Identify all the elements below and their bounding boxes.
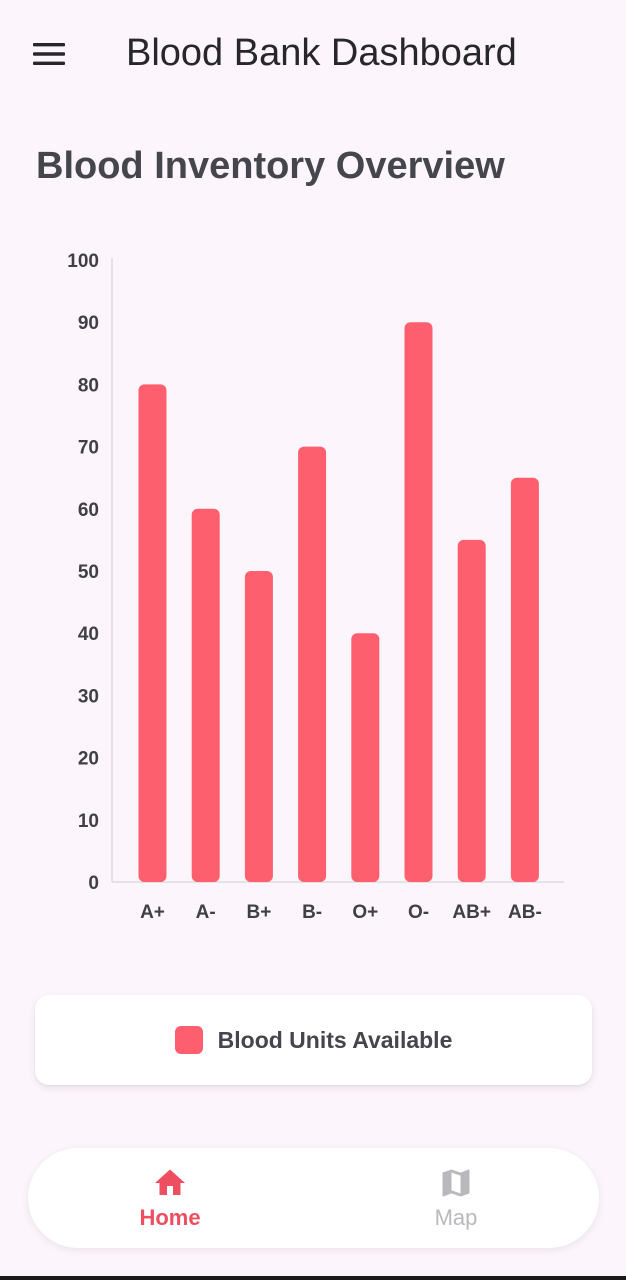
y-tick-label: 70 bbox=[78, 438, 99, 459]
nav-item-home[interactable]: Home bbox=[70, 1148, 270, 1248]
x-tick-label: B+ bbox=[246, 902, 271, 923]
blood-inventory-chart: 0 10 20 30 40 50 60 70 80 90 100 A+ A- B+ B- O+ O- AB+ AB- bbox=[0, 230, 626, 950]
nav-item-map[interactable]: Map bbox=[356, 1148, 556, 1248]
y-tick-label: 40 bbox=[78, 624, 99, 645]
y-tick-label: 30 bbox=[78, 686, 99, 707]
hamburger-menu-icon[interactable] bbox=[22, 30, 76, 78]
section-title: Blood Inventory Overview bbox=[36, 145, 505, 187]
x-tick-label: A- bbox=[196, 902, 216, 923]
nav-label-map: Map bbox=[434, 1205, 478, 1230]
x-tick-label: A+ bbox=[140, 902, 165, 923]
y-tick-label: 20 bbox=[78, 749, 99, 770]
x-tick-label: O+ bbox=[352, 902, 378, 923]
y-tick-label: 60 bbox=[78, 500, 99, 521]
y-tick-label: 50 bbox=[78, 562, 99, 583]
x-tick-label: AB+ bbox=[452, 902, 491, 923]
x-tick-label: O- bbox=[408, 902, 429, 923]
bar-O+ bbox=[351, 633, 380, 882]
y-tick-label: 10 bbox=[78, 811, 99, 832]
y-tick-label: 100 bbox=[67, 251, 99, 272]
bar-AB- bbox=[510, 477, 539, 882]
chart-legend: Blood Units Available bbox=[35, 995, 592, 1085]
x-tick-label: B- bbox=[302, 902, 322, 923]
app-bar: Blood Bank Dashboard bbox=[0, 0, 626, 104]
y-tick-label: 90 bbox=[78, 313, 99, 334]
y-tick-label: 80 bbox=[78, 375, 99, 396]
x-tick-label: AB- bbox=[508, 902, 542, 923]
system-bottom-edge bbox=[0, 1276, 626, 1280]
app-title: Blood Bank Dashboard bbox=[126, 32, 517, 74]
bar-B+ bbox=[244, 571, 273, 882]
y-tick-label: 0 bbox=[88, 873, 99, 894]
bottom-navigation: Home Map bbox=[28, 1148, 599, 1248]
bar-A- bbox=[191, 508, 220, 882]
map-icon bbox=[442, 1169, 470, 1197]
bar-A+ bbox=[138, 384, 167, 882]
nav-label-home: Home bbox=[139, 1205, 201, 1230]
legend-swatch bbox=[174, 1026, 203, 1054]
home-icon bbox=[155, 1169, 185, 1195]
chart-svg: 0 10 20 30 40 50 60 70 80 90 100 A+ A- B+ B- O+ O- AB+ AB- bbox=[67, 251, 564, 923]
bar-B- bbox=[298, 446, 327, 882]
legend-label: Blood Units Available bbox=[217, 1026, 453, 1053]
bar-AB+ bbox=[457, 539, 486, 882]
bar-O- bbox=[404, 322, 433, 882]
